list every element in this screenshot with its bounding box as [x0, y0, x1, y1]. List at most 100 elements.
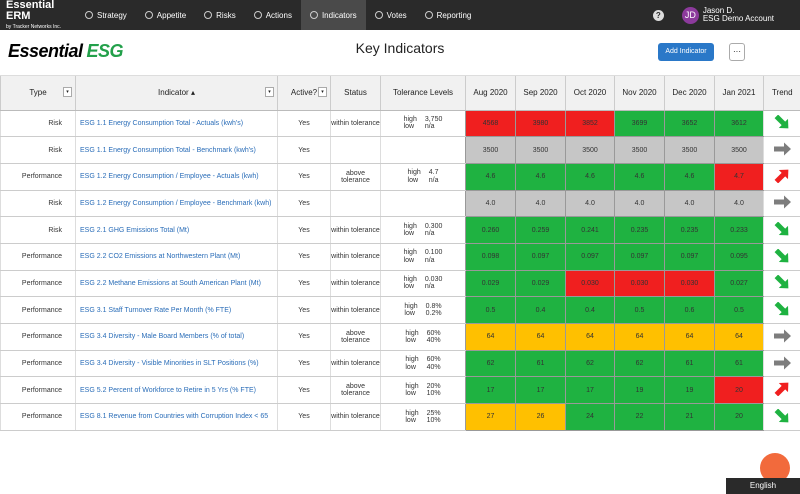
value-cell[interactable]: 0.098	[465, 243, 516, 271]
indicator-link[interactable]: ESG 2.2 Methane Emissions at South Ameri…	[75, 270, 278, 298]
value-cell[interactable]: 0.235	[614, 216, 665, 244]
indicator-link[interactable]: ESG 1.2 Energy Consumption / Employee - …	[75, 163, 278, 191]
column-header[interactable]: Jan 2021	[714, 76, 764, 111]
value-cell[interactable]: 19	[664, 376, 715, 405]
value-cell[interactable]: 0.097	[565, 243, 615, 271]
column-header[interactable]: Oct 2020	[565, 76, 615, 111]
value-cell[interactable]: 0.241	[565, 216, 615, 244]
value-cell[interactable]: 3699	[614, 110, 665, 138]
value-cell[interactable]: 26	[515, 403, 566, 431]
value-cell[interactable]: 64	[614, 323, 665, 351]
value-cell[interactable]: 0.259	[515, 216, 566, 244]
column-header[interactable]: Indicator ▴ ▾	[75, 76, 278, 111]
indicator-link[interactable]: ESG 8.1 Revenue from Countries with Corr…	[75, 403, 278, 431]
value-cell[interactable]: 64	[664, 323, 715, 351]
value-cell[interactable]: 4.0	[614, 190, 665, 218]
column-header[interactable]: Type ▾	[0, 76, 76, 111]
value-cell[interactable]: 4.6	[565, 163, 615, 191]
indicator-link[interactable]: ESG 2.1 GHG Emissions Total (Mt)	[75, 216, 278, 244]
value-cell[interactable]: 61	[714, 350, 764, 378]
value-cell[interactable]: 21	[664, 403, 715, 431]
value-cell[interactable]: 3852	[565, 110, 615, 138]
nav-item[interactable]: Votes	[366, 0, 416, 30]
value-cell[interactable]: 24	[565, 403, 615, 431]
column-header[interactable]: Dec 2020	[664, 76, 715, 111]
value-cell[interactable]: 4.6	[465, 163, 516, 191]
value-cell[interactable]: 4.0	[565, 190, 615, 218]
value-cell[interactable]: 3500	[614, 136, 665, 164]
value-cell[interactable]: 61	[664, 350, 715, 378]
value-cell[interactable]: 0.029	[465, 270, 516, 298]
value-cell[interactable]: 0.5	[614, 296, 665, 324]
value-cell[interactable]: 0.5	[714, 296, 764, 324]
nav-item[interactable]: Risks	[195, 0, 245, 30]
value-cell[interactable]: 0.095	[714, 243, 764, 271]
indicator-link[interactable]: ESG 3.1 Staff Turnover Rate Per Month (%…	[75, 296, 278, 324]
column-header[interactable]: Trend	[763, 76, 800, 111]
column-header[interactable]: Sep 2020	[515, 76, 566, 111]
indicator-link[interactable]: ESG 5.2 Percent of Workforce to Retire i…	[75, 376, 278, 405]
value-cell[interactable]: 4.6	[614, 163, 665, 191]
value-cell[interactable]: 4568	[465, 110, 516, 138]
value-cell[interactable]: 64	[515, 323, 566, 351]
value-cell[interactable]: 62	[465, 350, 516, 378]
value-cell[interactable]: 0.260	[465, 216, 516, 244]
value-cell[interactable]: 3500	[515, 136, 566, 164]
nav-item[interactable]: Strategy	[76, 0, 136, 30]
value-cell[interactable]: 4.7	[714, 163, 764, 191]
value-cell[interactable]: 4.6	[664, 163, 715, 191]
value-cell[interactable]: 0.097	[664, 243, 715, 271]
column-header[interactable]: Active? ▾	[277, 76, 331, 111]
value-cell[interactable]: 64	[714, 323, 764, 351]
value-cell[interactable]: 17	[515, 376, 566, 405]
value-cell[interactable]: 0.030	[614, 270, 665, 298]
filter-dropdown[interactable]: ▾	[63, 87, 72, 97]
more-button[interactable]: ···	[729, 43, 745, 61]
column-header[interactable]: Nov 2020	[614, 76, 665, 111]
indicator-link[interactable]: ESG 3.4 Diversity - Visible Minorities i…	[75, 350, 278, 378]
column-header[interactable]: Tolerance Levels	[380, 76, 466, 111]
help-icon[interactable]: ?	[652, 9, 664, 21]
value-cell[interactable]: 0.4	[565, 296, 615, 324]
nav-item[interactable]: Actions	[245, 0, 301, 30]
value-cell[interactable]: 4.0	[714, 190, 764, 218]
filter-dropdown[interactable]: ▾	[265, 87, 274, 97]
value-cell[interactable]: 0.233	[714, 216, 764, 244]
nav-item[interactable]: Indicators	[300, 0, 366, 30]
indicator-link[interactable]: ESG 1.2 Energy Consumption / Employee - …	[75, 190, 278, 218]
column-header[interactable]: Status	[330, 76, 381, 111]
value-cell[interactable]: 0.6	[664, 296, 715, 324]
value-cell[interactable]: 19	[614, 376, 665, 405]
value-cell[interactable]: 3652	[664, 110, 715, 138]
value-cell[interactable]: 20	[714, 403, 764, 431]
value-cell[interactable]: 3500	[465, 136, 516, 164]
language-selector[interactable]: English	[726, 478, 800, 494]
add-button[interactable]: Add Indicator	[658, 43, 714, 61]
indicator-link[interactable]: ESG 3.4 Diversity - Male Board Members (…	[75, 323, 278, 351]
value-cell[interactable]: 17	[465, 376, 516, 405]
value-cell[interactable]: 0.4	[515, 296, 566, 324]
value-cell[interactable]: 3500	[714, 136, 764, 164]
value-cell[interactable]: 0.235	[664, 216, 715, 244]
value-cell[interactable]: 0.5	[465, 296, 516, 324]
value-cell[interactable]: 62	[565, 350, 615, 378]
value-cell[interactable]: 0.097	[515, 243, 566, 271]
user-menu[interactable]: ? JD Jason D. ESG Demo Account	[652, 6, 800, 24]
value-cell[interactable]: 0.027	[714, 270, 764, 298]
nav-item[interactable]: Appetite	[136, 0, 195, 30]
value-cell[interactable]: 17	[565, 376, 615, 405]
value-cell[interactable]: 4.6	[515, 163, 566, 191]
filter-dropdown[interactable]: ▾	[318, 87, 327, 97]
value-cell[interactable]: 27	[465, 403, 516, 431]
nav-item[interactable]: Reporting	[416, 0, 481, 30]
value-cell[interactable]: 4.0	[465, 190, 516, 218]
value-cell[interactable]: 64	[565, 323, 615, 351]
value-cell[interactable]: 64	[465, 323, 516, 351]
value-cell[interactable]: 3500	[565, 136, 615, 164]
indicator-link[interactable]: ESG 1.1 Energy Consumption Total - Actua…	[75, 110, 278, 138]
value-cell[interactable]: 3612	[714, 110, 764, 138]
value-cell[interactable]: 0.097	[614, 243, 665, 271]
column-header[interactable]: Aug 2020	[465, 76, 516, 111]
value-cell[interactable]: 4.0	[515, 190, 566, 218]
value-cell[interactable]: 3980	[515, 110, 566, 138]
